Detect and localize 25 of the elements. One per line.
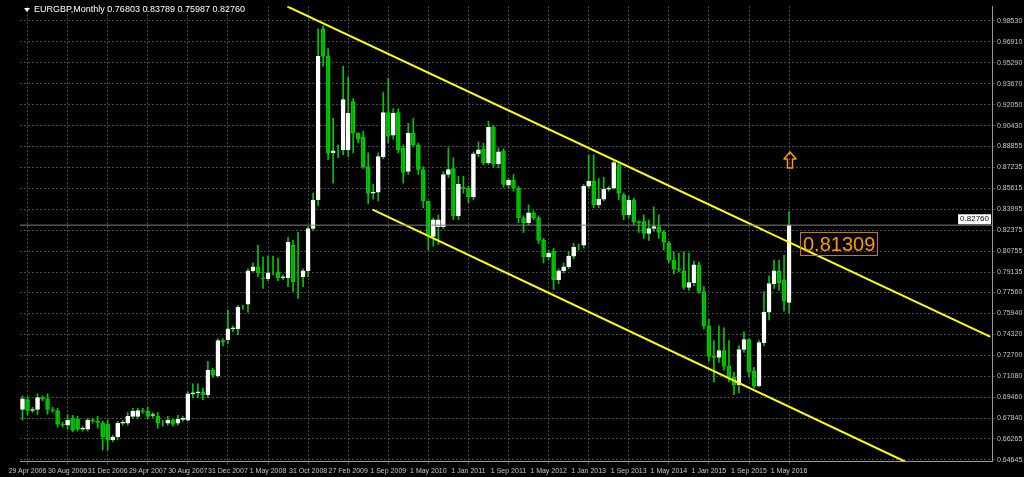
candlestick: [441, 171, 446, 229]
candlestick: [506, 178, 511, 189]
candlestick: [596, 178, 602, 209]
annotation: 0.81309: [800, 232, 879, 256]
candlestick: [20, 395, 25, 421]
candlestick: [486, 120, 491, 165]
candlestick: [80, 425, 85, 432]
chart-title: EURGBP,Monthly 0.76803 0.83789 0.75987 0.82760: [34, 4, 245, 14]
candlestick: [526, 204, 531, 225]
candlestick: [431, 217, 436, 247]
candlestick: [195, 383, 201, 399]
candlestick: [571, 242, 576, 260]
candlestick: [65, 414, 70, 430]
candlestick: [566, 250, 571, 270]
candlestick: [581, 183, 586, 249]
candlestick: [35, 393, 40, 415]
candlestick: [456, 176, 461, 221]
candlestick: [85, 417, 90, 432]
candlestick: [651, 206, 657, 232]
ref-line-label: 0.82760: [960, 214, 990, 224]
candlestick: [556, 268, 561, 284]
candlestick: [496, 147, 501, 168]
candlestick: [190, 383, 196, 399]
candlestick: [446, 147, 451, 178]
candlestick: [471, 151, 476, 201]
